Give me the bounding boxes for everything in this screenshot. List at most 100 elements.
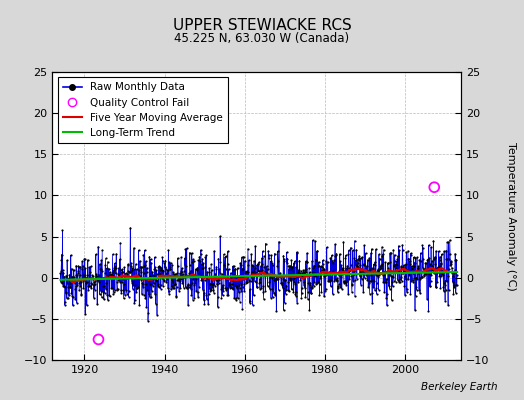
Point bbox=[211, 271, 220, 277]
Point bbox=[108, 272, 116, 278]
Point bbox=[450, 270, 458, 276]
Point bbox=[296, 270, 304, 276]
Point bbox=[294, 267, 303, 273]
Point bbox=[226, 285, 234, 291]
Point bbox=[271, 276, 279, 282]
Point bbox=[148, 269, 157, 275]
Point bbox=[272, 308, 280, 314]
Point bbox=[267, 274, 276, 281]
Point bbox=[186, 282, 194, 288]
Point bbox=[256, 278, 265, 285]
Point bbox=[157, 286, 165, 292]
Point bbox=[117, 287, 125, 293]
Point bbox=[281, 291, 290, 297]
Point bbox=[321, 268, 329, 274]
Point bbox=[449, 272, 457, 279]
Point bbox=[282, 282, 290, 289]
Point bbox=[104, 272, 113, 279]
Point bbox=[261, 287, 269, 294]
Point bbox=[197, 277, 205, 284]
Point bbox=[212, 264, 221, 270]
Point bbox=[433, 265, 442, 271]
Point bbox=[398, 247, 407, 254]
Point bbox=[192, 288, 200, 294]
Point bbox=[224, 248, 232, 254]
Point bbox=[176, 285, 184, 292]
Point bbox=[392, 261, 400, 267]
Point bbox=[199, 265, 208, 271]
Point bbox=[110, 265, 118, 272]
Point bbox=[221, 253, 230, 260]
Point bbox=[293, 269, 302, 276]
Point bbox=[162, 278, 170, 285]
Point bbox=[396, 276, 405, 283]
Point bbox=[181, 284, 190, 291]
Point bbox=[348, 280, 356, 287]
Point bbox=[63, 276, 72, 282]
Point bbox=[370, 259, 379, 265]
Point bbox=[108, 269, 117, 276]
Point bbox=[329, 268, 337, 274]
Point bbox=[83, 271, 92, 278]
Point bbox=[215, 277, 223, 283]
Point bbox=[247, 272, 255, 279]
Point bbox=[265, 252, 273, 258]
Point bbox=[409, 278, 417, 285]
Point bbox=[118, 269, 127, 276]
Point bbox=[426, 283, 434, 290]
Point bbox=[439, 284, 447, 290]
Point bbox=[255, 279, 264, 286]
Point bbox=[370, 278, 378, 284]
Point bbox=[302, 268, 311, 275]
Point bbox=[166, 266, 174, 272]
Point bbox=[351, 277, 359, 284]
Point bbox=[227, 270, 235, 276]
Point bbox=[434, 265, 442, 271]
Point bbox=[207, 261, 215, 268]
Point bbox=[432, 284, 441, 291]
Point bbox=[447, 265, 456, 272]
Point bbox=[61, 284, 70, 290]
Point bbox=[368, 290, 376, 296]
Point bbox=[427, 278, 435, 284]
Point bbox=[58, 280, 66, 286]
Point bbox=[342, 282, 351, 288]
Point bbox=[238, 284, 247, 290]
Point bbox=[172, 293, 180, 300]
Point bbox=[297, 268, 305, 274]
Point bbox=[448, 268, 456, 274]
Point bbox=[319, 260, 328, 267]
Point bbox=[427, 244, 435, 250]
Point bbox=[416, 275, 424, 282]
Point bbox=[106, 269, 114, 275]
Point bbox=[236, 298, 244, 305]
Point bbox=[365, 280, 373, 286]
Point bbox=[358, 270, 367, 276]
Point bbox=[112, 279, 121, 285]
Point bbox=[313, 262, 322, 268]
Point bbox=[243, 268, 251, 274]
Point bbox=[335, 268, 344, 274]
Point bbox=[248, 262, 256, 268]
Point bbox=[78, 258, 86, 265]
Point bbox=[304, 271, 313, 278]
Point bbox=[332, 252, 340, 258]
Point bbox=[187, 268, 195, 274]
Point bbox=[358, 270, 366, 277]
Point bbox=[230, 272, 238, 278]
Point bbox=[100, 282, 108, 289]
Point bbox=[341, 279, 350, 286]
Point bbox=[266, 274, 274, 280]
Point bbox=[452, 290, 460, 296]
Point bbox=[61, 302, 69, 308]
Point bbox=[210, 248, 219, 254]
Point bbox=[447, 258, 455, 264]
Point bbox=[203, 274, 211, 281]
Point bbox=[414, 263, 422, 270]
Point bbox=[119, 276, 127, 283]
Point bbox=[68, 274, 77, 280]
Point bbox=[281, 277, 290, 284]
Point bbox=[239, 265, 247, 272]
Point bbox=[175, 288, 183, 294]
Point bbox=[320, 293, 329, 300]
